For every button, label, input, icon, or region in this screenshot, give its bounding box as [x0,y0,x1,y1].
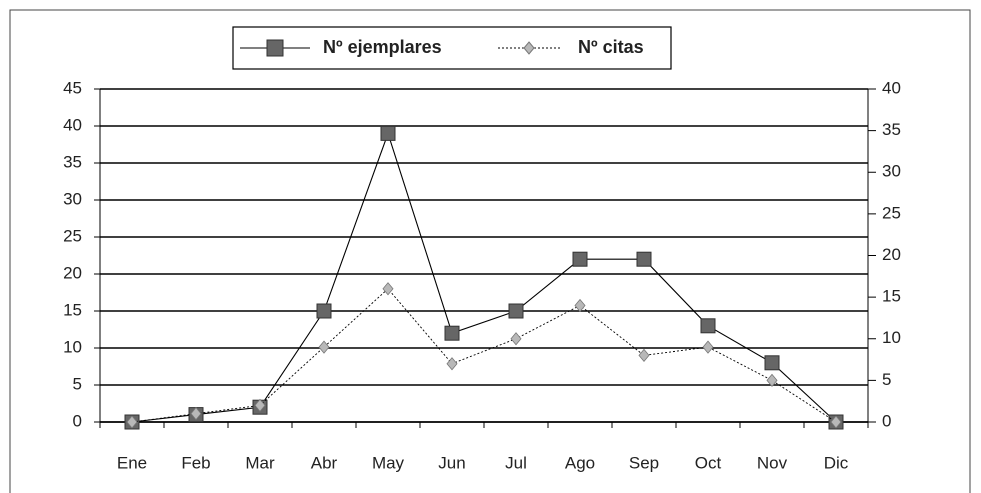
y2-tick-label: 15 [882,287,901,306]
point-marker [382,282,394,296]
series-line [131,288,837,423]
y-tick-label: 20 [63,263,82,282]
y-tick-label: 40 [63,115,82,134]
point-marker [190,407,202,421]
y2-tick-label: 20 [882,245,901,264]
y-tick-label: 15 [63,300,82,319]
frame [9,9,971,493]
x-tick-label: Nov [757,453,788,472]
point-marker [254,398,266,412]
point-marker [638,348,650,363]
x-tick-label: Mar [245,453,275,472]
y2-tick-label: 35 [882,120,901,139]
y-tick-label: 0 [73,411,82,430]
y2-tick-label: 10 [882,328,901,347]
point-marker [446,357,458,371]
point-marker [702,340,714,354]
point-marker [318,340,330,354]
y-tick-label: 25 [63,226,82,245]
point-marker [574,298,586,313]
point-marker [508,303,524,319]
y2-tick-label: 25 [882,203,901,222]
x-tick-label: Ago [565,453,595,472]
y-tick-label: 10 [63,337,82,356]
x-tick-label: Jul [505,453,527,472]
point-marker [444,325,460,341]
point-marker [766,373,778,387]
point-marker [830,415,842,429]
x-tick-label: Sep [629,453,659,472]
legend-label: Nº citas [578,37,644,57]
legend-label: Nº ejemplares [323,37,442,57]
y-tick-label: 30 [63,189,82,208]
series-line [131,131,837,423]
x-tick-label: Ene [117,453,147,472]
x-tick-label: Feb [181,453,210,472]
x-tick-label: May [372,453,405,472]
x-tick-label: Oct [695,453,722,472]
legend-marker [523,41,535,55]
point-marker [764,355,780,371]
point-marker [700,318,716,334]
point-marker [380,125,396,141]
y2-tick-label: 40 [882,78,901,97]
point-marker [126,415,138,429]
y-tick-label: 45 [63,78,82,97]
point-marker [316,303,332,319]
y2-tick-label: 0 [882,411,891,430]
y2-tick-label: 30 [882,162,901,181]
legend-marker [266,39,284,57]
y-tick-label: 35 [63,152,82,171]
point-marker [636,251,652,267]
y-tick-label: 5 [73,374,82,393]
point-marker [572,251,588,267]
y2-tick-label: 5 [882,370,891,389]
x-tick-label: Dic [824,453,849,472]
point-marker [510,332,522,346]
x-tick-label: Abr [311,453,338,472]
x-tick-label: Jun [438,453,465,472]
